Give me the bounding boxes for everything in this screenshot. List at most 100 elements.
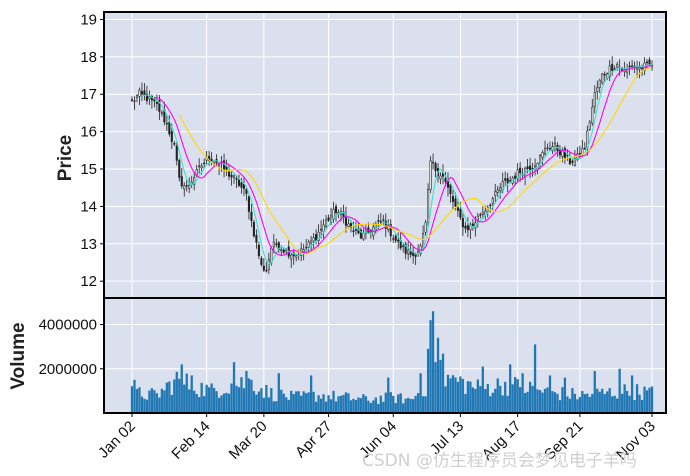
volume-bar (203, 396, 206, 413)
volume-bar (183, 384, 186, 413)
candle-body (218, 163, 221, 167)
volume-bar (255, 394, 258, 413)
candlestick (608, 60, 611, 82)
candlestick (519, 161, 522, 182)
price-axis-label: Price (55, 135, 76, 181)
candlestick (402, 243, 405, 253)
candle-body (563, 148, 566, 159)
candle-body (280, 249, 283, 252)
candle-body (173, 143, 176, 145)
candle-body (315, 234, 318, 241)
candle-body (305, 246, 308, 249)
candle-body (180, 176, 183, 187)
volume-bar (215, 391, 218, 413)
candlestick (593, 85, 596, 114)
volume-tick-label: 2000000 (39, 361, 97, 378)
volume-bar (150, 388, 154, 413)
candlestick (432, 153, 435, 170)
candle-body (534, 165, 537, 168)
candle-body (558, 149, 561, 156)
volume-bar (148, 390, 151, 413)
candle-body (519, 167, 522, 174)
candle-body (543, 148, 547, 155)
volume-bar (464, 393, 467, 413)
volume-bar (168, 381, 171, 413)
volume-bar (551, 391, 554, 413)
candlestick (546, 143, 549, 151)
volume-bar (227, 393, 231, 413)
candle-body (509, 180, 512, 182)
candlestick (235, 176, 238, 189)
volume-bar (521, 373, 524, 413)
candle-body (322, 224, 325, 233)
volume-bar (175, 371, 178, 413)
volume-bar (593, 370, 596, 413)
volume-bar (426, 348, 430, 413)
volume-bar (484, 389, 487, 413)
volume-bar (489, 396, 492, 413)
volume-bar (616, 398, 619, 413)
candle-body (568, 157, 571, 165)
watermark: CSDN @仿生程序员会梦见电子羊吗 (362, 451, 637, 471)
volume-bar (277, 373, 280, 413)
volume-bar (245, 370, 248, 413)
volume-bar (280, 389, 283, 413)
volume-bar (523, 393, 527, 413)
candle-body (332, 208, 335, 220)
candle-body (404, 243, 407, 254)
candle-body (596, 87, 599, 92)
candle-body (603, 73, 606, 76)
volume-bar (160, 388, 163, 413)
candlestick (504, 171, 507, 186)
candle-body (183, 185, 186, 190)
candlestick (394, 233, 397, 244)
candle-body (290, 254, 293, 260)
candle-body (434, 163, 437, 171)
candle-body (429, 160, 432, 190)
candle-body (158, 100, 161, 112)
volume-bar (546, 387, 549, 413)
candle-body (407, 249, 410, 255)
volume-bar (285, 397, 288, 413)
volume-bar (369, 402, 372, 413)
candle-body (302, 249, 305, 253)
candle-body (198, 165, 201, 168)
candle-body (213, 161, 216, 164)
volume-panel-frame (103, 297, 667, 414)
volume-bar (225, 392, 228, 413)
candle-body (188, 184, 191, 189)
candlestick (155, 94, 158, 111)
volume-bar (573, 393, 577, 413)
candlestick (439, 172, 442, 185)
volume-bar (275, 401, 278, 413)
volume-bar (210, 383, 213, 413)
candle-body (538, 155, 542, 164)
candle-body (424, 222, 427, 233)
candlestick (160, 110, 163, 117)
candlestick (611, 56, 614, 76)
date-tick-label: Mar 20 (226, 418, 271, 463)
volume-bar (265, 384, 268, 413)
volume-bar (509, 364, 512, 413)
volume-bar (170, 394, 173, 413)
candle-body (193, 177, 196, 185)
candlestick (185, 179, 188, 192)
candle-body (531, 168, 534, 170)
volume-bar (347, 393, 350, 413)
volume-bar (235, 385, 238, 413)
candle-body (454, 198, 457, 207)
candle-body (382, 219, 385, 221)
candlestick (364, 224, 367, 240)
candle-body (514, 175, 517, 179)
volume-bar (561, 387, 564, 413)
candle-body (553, 142, 557, 148)
candle-body (466, 225, 469, 231)
volume-bar (349, 400, 353, 413)
volume-axis: 2000000 4000000 (39, 317, 104, 378)
candlestick (130, 96, 134, 102)
candle-body (461, 218, 464, 228)
candlestick (374, 221, 377, 234)
candlestick (133, 96, 136, 110)
volume-bar (531, 385, 534, 413)
volume-bar (130, 386, 134, 413)
